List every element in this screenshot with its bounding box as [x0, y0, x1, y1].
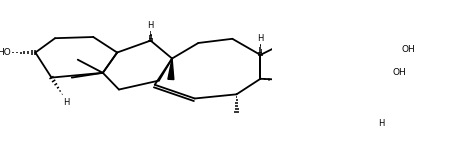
Text: HO: HO [0, 48, 11, 57]
Polygon shape [302, 58, 308, 80]
Polygon shape [167, 58, 174, 80]
Polygon shape [382, 47, 400, 52]
Text: H: H [63, 98, 69, 107]
Text: H: H [377, 119, 383, 128]
Text: H: H [147, 21, 153, 30]
Text: H: H [257, 34, 263, 43]
Polygon shape [369, 73, 375, 91]
Text: OH: OH [392, 68, 406, 77]
Text: OH: OH [400, 45, 414, 54]
